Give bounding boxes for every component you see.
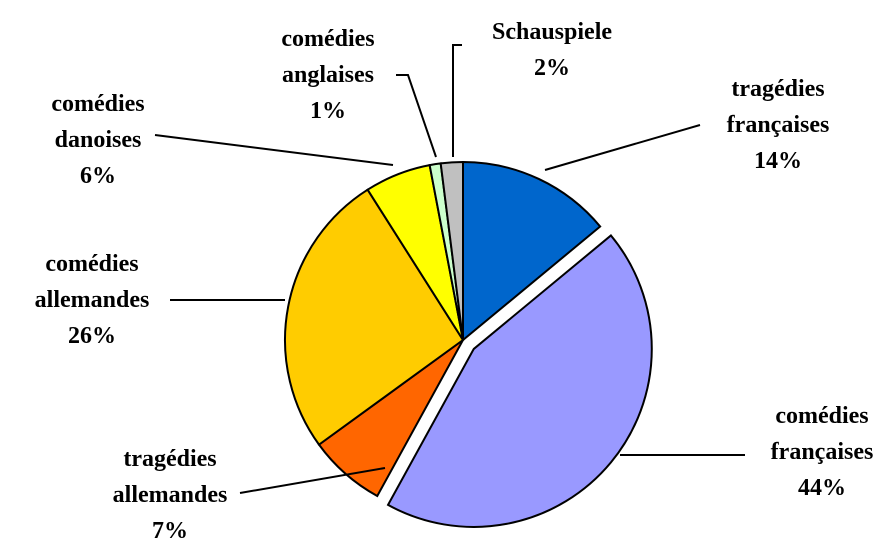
value-label: 1%	[310, 98, 346, 124]
value-label: 26%	[67, 323, 116, 349]
slice-label: tragédies allemandes 7%	[113, 441, 228, 548]
slice-label: comédies françaises 44%	[771, 398, 874, 506]
slice-label: tragédies françaises 14%	[727, 71, 830, 179]
pie-slice	[386, 234, 653, 528]
leader-line	[154, 134, 394, 166]
leader-line	[396, 74, 437, 158]
value-label: 44%	[797, 475, 846, 501]
category-label: tragédies françaises	[726, 76, 830, 138]
pie-slice	[462, 160, 602, 343]
slice-label: comédies danoises 6%	[51, 86, 144, 194]
category-label: comédies allemandes	[34, 251, 150, 313]
value-label: 7%	[151, 518, 188, 544]
pie-slice	[439, 160, 464, 341]
value-label: 6%	[80, 163, 116, 189]
leader-line	[239, 467, 386, 494]
category-label: comédies anglaises	[281, 26, 375, 88]
slice-label: comédies allemandes 26%	[35, 246, 150, 354]
value-label: 2%	[534, 55, 570, 81]
category-label: Schauspiele	[491, 19, 613, 45]
slice-label: Schauspiele 2%	[492, 14, 612, 86]
leader-line	[452, 44, 462, 157]
pie-slice	[284, 188, 465, 447]
category-label: tragédies allemandes	[112, 446, 228, 508]
leader-line	[544, 124, 701, 171]
slice-label: comédies anglaises 1%	[281, 21, 374, 129]
category-label: comédies françaises	[770, 403, 874, 465]
category-label: comédies danoises	[51, 91, 145, 153]
value-label: 14%	[753, 148, 802, 174]
